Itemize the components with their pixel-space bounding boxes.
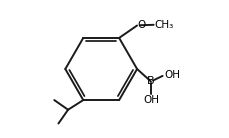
Text: O: O bbox=[137, 20, 145, 30]
Text: CH₃: CH₃ bbox=[154, 20, 173, 30]
Text: B: B bbox=[146, 76, 154, 86]
Text: OH: OH bbox=[142, 95, 158, 105]
Text: OH: OH bbox=[163, 70, 179, 80]
